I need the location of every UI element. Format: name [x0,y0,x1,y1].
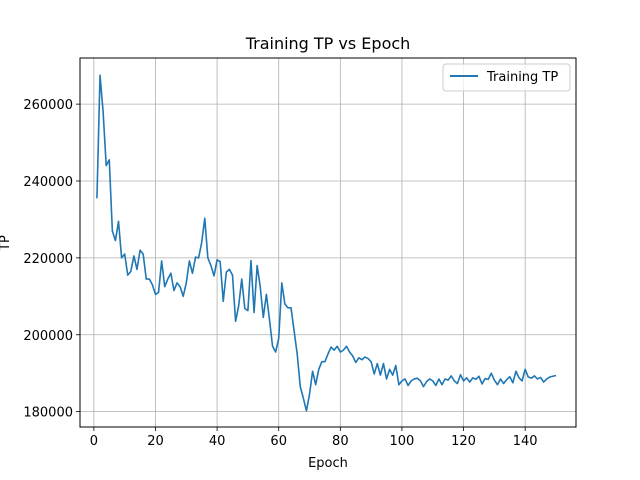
y-tick-label: 200000 [23,329,73,344]
series-line-training-tp [96,74,557,412]
y-tick-label: 220000 [23,252,73,267]
x-tick-label: 40 [209,434,226,449]
x-tick-label: 60 [270,434,287,449]
y-tick-label: 260000 [23,98,73,113]
x-tick-label: 120 [451,434,476,449]
legend-box [442,63,571,92]
series-layer [96,74,557,412]
plot-frame [79,57,577,428]
x-tick-label: 0 [90,434,98,449]
y-tick-label: 180000 [23,406,73,421]
x-tick-label: 140 [513,434,538,449]
x-axis-label: Epoch [308,456,348,471]
y-axis-label: TP [0,235,13,252]
grid [80,58,576,427]
x-axis-ticks: 0 20 40 60 80 100 120 140 [90,427,538,449]
x-tick-label: 20 [147,434,164,449]
y-axis-ticks: 180000 200000 220000 240000 260000 [23,98,80,421]
legend: Training TP [442,63,571,92]
x-tick-label: 80 [332,434,349,449]
y-tick-label: 240000 [23,175,73,190]
legend-entry-label: Training TP [486,70,558,85]
x-tick-label: 100 [390,434,415,449]
chart-title: Training TP vs Epoch [245,34,411,53]
